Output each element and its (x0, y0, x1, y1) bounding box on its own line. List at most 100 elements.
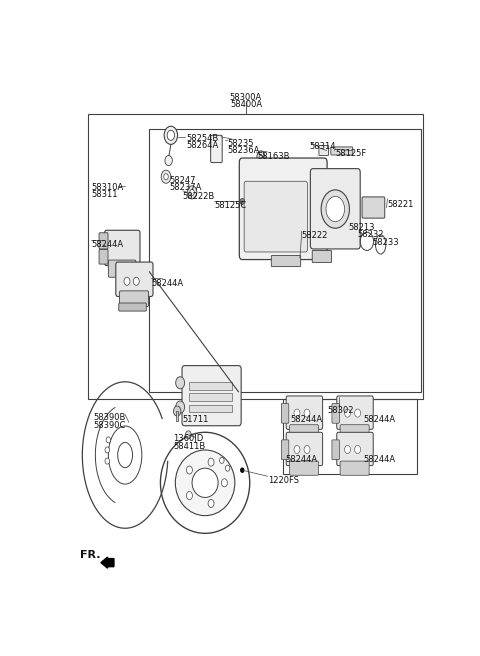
Text: 58221: 58221 (387, 200, 414, 209)
Circle shape (304, 445, 310, 453)
Circle shape (185, 431, 192, 439)
Ellipse shape (160, 432, 250, 533)
Text: 58213: 58213 (348, 222, 375, 232)
FancyArrow shape (101, 557, 114, 568)
FancyBboxPatch shape (211, 135, 222, 163)
Circle shape (164, 174, 168, 180)
Circle shape (294, 445, 300, 453)
Bar (283, 399, 417, 474)
FancyBboxPatch shape (105, 230, 140, 266)
Text: 58300A: 58300A (230, 93, 262, 102)
FancyBboxPatch shape (281, 403, 289, 423)
FancyBboxPatch shape (182, 365, 241, 426)
Bar (189, 394, 232, 401)
FancyBboxPatch shape (240, 158, 327, 260)
Circle shape (355, 409, 360, 417)
FancyBboxPatch shape (119, 303, 146, 311)
FancyBboxPatch shape (340, 424, 369, 439)
FancyBboxPatch shape (332, 403, 339, 423)
Circle shape (208, 458, 214, 466)
Text: 58390C: 58390C (94, 420, 126, 430)
FancyBboxPatch shape (244, 181, 307, 252)
Circle shape (161, 170, 171, 183)
Text: 58311: 58311 (91, 190, 118, 199)
Ellipse shape (175, 450, 235, 516)
Circle shape (165, 155, 172, 165)
Circle shape (186, 466, 192, 474)
FancyBboxPatch shape (116, 262, 153, 297)
Circle shape (164, 126, 178, 144)
Circle shape (124, 277, 130, 285)
FancyBboxPatch shape (281, 440, 289, 460)
Text: 58314: 58314 (309, 142, 336, 151)
Text: 1360JD: 1360JD (173, 434, 204, 443)
Text: 58222B: 58222B (183, 192, 215, 201)
Text: 58244A: 58244A (286, 455, 318, 464)
Circle shape (226, 465, 230, 471)
FancyBboxPatch shape (311, 169, 360, 249)
Circle shape (190, 190, 194, 195)
Circle shape (176, 377, 185, 389)
Circle shape (173, 406, 181, 416)
Text: 58244A: 58244A (91, 240, 123, 249)
Circle shape (345, 445, 350, 453)
Text: 58244A: 58244A (290, 415, 323, 424)
Text: 58310A: 58310A (91, 183, 123, 192)
Text: 58302: 58302 (328, 406, 354, 415)
FancyArrow shape (191, 396, 207, 412)
Text: 58411B: 58411B (173, 442, 206, 451)
Text: 58222: 58222 (302, 232, 328, 240)
FancyBboxPatch shape (286, 432, 323, 466)
FancyBboxPatch shape (120, 291, 148, 306)
Text: 58254B: 58254B (186, 134, 219, 143)
FancyBboxPatch shape (286, 396, 323, 429)
Text: FR.: FR. (81, 550, 101, 560)
Text: 58235: 58235 (228, 139, 254, 148)
Circle shape (167, 131, 175, 140)
FancyBboxPatch shape (319, 146, 329, 155)
Text: 58264A: 58264A (186, 141, 219, 150)
Text: 58244A: 58244A (363, 415, 396, 424)
Text: 58125F: 58125F (335, 150, 367, 159)
FancyBboxPatch shape (99, 233, 108, 249)
Circle shape (208, 499, 214, 508)
FancyBboxPatch shape (312, 251, 332, 262)
Bar (177, 411, 178, 421)
Ellipse shape (192, 468, 218, 497)
Circle shape (176, 401, 185, 413)
Text: 58400A: 58400A (230, 100, 262, 110)
Circle shape (326, 196, 345, 222)
FancyBboxPatch shape (331, 147, 353, 155)
Bar (149, 129, 421, 392)
Circle shape (219, 457, 224, 463)
Circle shape (186, 491, 192, 500)
Text: 58247: 58247 (170, 176, 196, 185)
FancyBboxPatch shape (340, 461, 369, 475)
Circle shape (294, 409, 300, 417)
Text: 58244A: 58244A (151, 279, 183, 288)
Circle shape (105, 447, 109, 453)
Bar (189, 405, 232, 412)
FancyBboxPatch shape (108, 260, 136, 277)
FancyBboxPatch shape (99, 249, 108, 264)
Circle shape (106, 437, 110, 443)
Ellipse shape (257, 151, 265, 165)
Circle shape (321, 190, 349, 228)
Text: 58390B: 58390B (94, 413, 126, 422)
FancyBboxPatch shape (332, 440, 339, 460)
Circle shape (241, 468, 244, 472)
Circle shape (187, 186, 197, 199)
Bar (189, 382, 232, 390)
Text: 58125C: 58125C (215, 201, 247, 211)
Circle shape (221, 479, 228, 487)
FancyBboxPatch shape (362, 197, 385, 218)
FancyBboxPatch shape (271, 255, 300, 266)
Circle shape (105, 458, 109, 464)
FancyBboxPatch shape (289, 461, 319, 475)
Circle shape (133, 277, 139, 285)
Circle shape (355, 445, 360, 453)
Bar (88, 114, 423, 400)
Circle shape (304, 409, 310, 417)
Text: 58244A: 58244A (363, 455, 396, 464)
Text: 58163B: 58163B (257, 152, 289, 161)
